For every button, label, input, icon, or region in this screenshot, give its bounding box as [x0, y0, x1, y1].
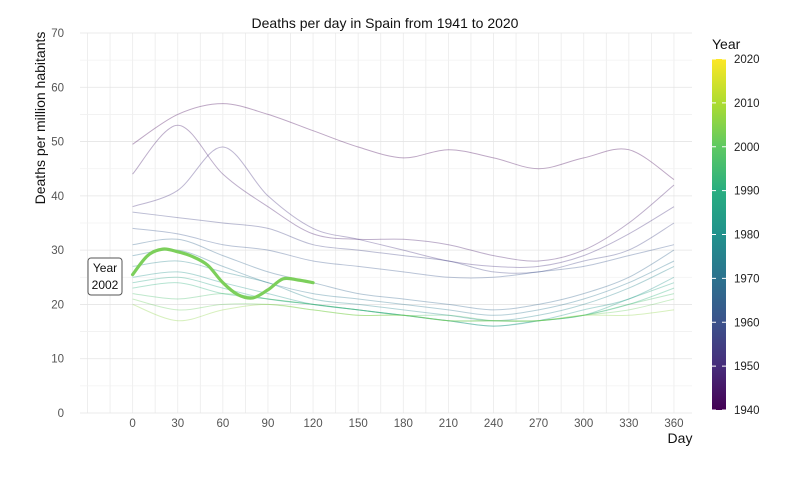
series-line-2006 — [132, 303, 675, 322]
legend-tick-label: 2020 — [734, 54, 760, 66]
legend-tick-label: 2000 — [734, 142, 760, 154]
series-line-1951 — [132, 146, 675, 268]
series-line-1986 — [132, 276, 675, 327]
x-tick-label: 120 — [303, 418, 322, 430]
series-line-1976 — [132, 260, 675, 322]
x-tick-label: 30 — [171, 418, 184, 430]
x-axis-ticks: 0 30 60 90 120 150 180 210 240 270 300 330 360 — [129, 418, 683, 430]
legend-tick-label: 1940 — [734, 405, 760, 417]
x-tick-label: 330 — [619, 418, 638, 430]
x-tick-label: 240 — [484, 418, 503, 430]
legend-ticks: 1940 1950 1960 1970 1980 1990 2000 2010 2020 — [712, 54, 760, 417]
x-tick-label: 210 — [439, 418, 458, 430]
legend-tick-label: 1980 — [734, 230, 760, 242]
plot-grid — [80, 32, 692, 414]
y-tick-label: 10 — [51, 354, 64, 366]
legend-tick-label: 1990 — [734, 186, 760, 198]
series-line-1956 — [132, 211, 675, 274]
highlight-annotation: Year 2002 — [87, 257, 123, 296]
x-tick-label: 60 — [216, 418, 229, 430]
x-tick-label: 360 — [664, 418, 683, 430]
series-line-1946 — [132, 124, 675, 262]
x-tick-label: 90 — [262, 418, 275, 430]
y-axis-ticks: 0 10 20 30 40 50 60 70 — [51, 28, 64, 420]
x-tick-label: 0 — [129, 418, 135, 430]
legend-tick-label: 1960 — [734, 317, 760, 329]
legend-tick-label: 2010 — [734, 98, 760, 110]
x-tick-label: 150 — [349, 418, 368, 430]
chart-title: Deaths per day in Spain from 1941 to 202… — [252, 15, 519, 31]
x-tick-label: 300 — [574, 418, 593, 430]
y-tick-label: 20 — [51, 299, 64, 311]
y-tick-label: 40 — [51, 191, 64, 203]
x-axis-label: Day — [668, 430, 693, 446]
y-tick-label: 30 — [51, 245, 64, 257]
series-line-2001 — [132, 298, 675, 322]
x-tick-label: 270 — [529, 418, 548, 430]
y-axis-label: Deaths per million habitants — [32, 32, 48, 205]
y-tick-label: 0 — [58, 408, 64, 420]
annotation-box — [87, 257, 123, 296]
legend-tick-label: 1970 — [734, 273, 760, 285]
legend-tick-label: 1950 — [734, 361, 760, 373]
annotation-line-1: Year — [93, 261, 117, 275]
series-line-1991 — [132, 282, 675, 322]
series-line-1996 — [132, 293, 675, 322]
highlight-series — [131, 247, 315, 300]
series-line-1961 — [132, 227, 675, 279]
x-tick-label: 180 — [394, 418, 413, 430]
annotation-line-2: 2002 — [92, 278, 119, 292]
series-line-1941 — [132, 103, 675, 181]
series-line-1966 — [132, 238, 675, 311]
y-tick-label: 60 — [51, 82, 64, 94]
background-series — [132, 103, 675, 327]
y-tick-label: 70 — [51, 28, 64, 40]
legend: Year 1940 1950 1960 1970 1980 1990 2000 2010 202… — [712, 36, 760, 417]
legend-title: Year — [712, 36, 741, 52]
series-line-1971 — [132, 249, 675, 316]
highlight-line — [131, 247, 315, 300]
y-tick-label: 50 — [51, 137, 64, 149]
